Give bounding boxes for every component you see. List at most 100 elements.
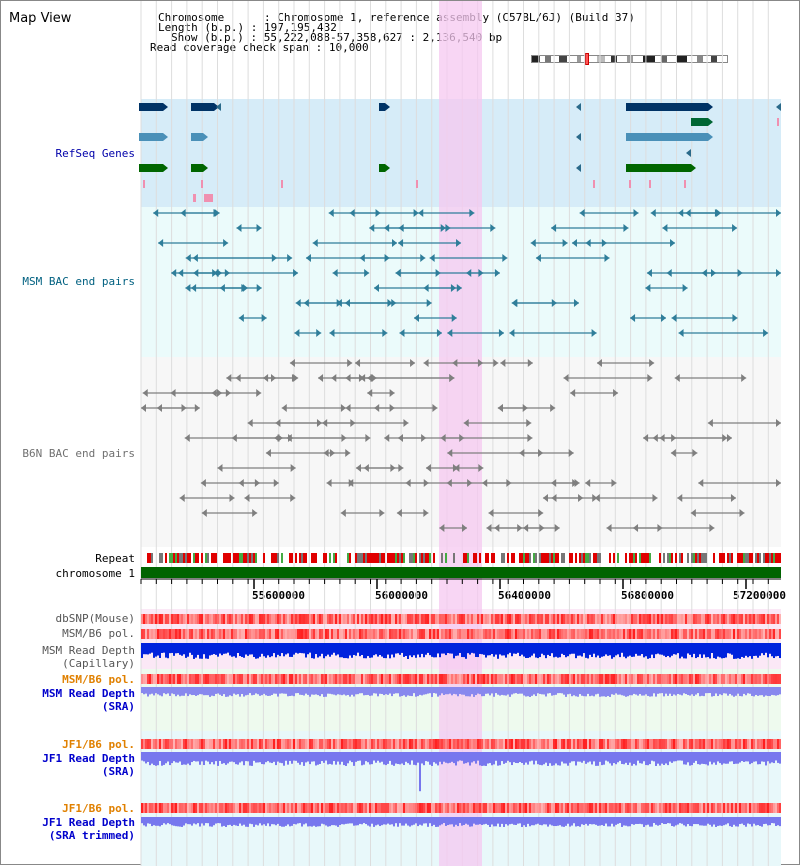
msm-pol-strip [607, 629, 609, 639]
b6n-bac-track-label[interactable]: B6N BAC end pairs [22, 447, 135, 460]
msm-depth-sra-bar [221, 687, 223, 696]
jf1-pol-trim-strip [253, 803, 255, 813]
repeat-block [169, 553, 171, 563]
jf1-depth-sra-bar [451, 752, 453, 762]
dbsnp-strip [409, 614, 411, 624]
dbsnp-strip [617, 614, 619, 624]
msm-depth-cap-bar [469, 643, 471, 655]
msm-depth-sra-label: MSM Read Depth [42, 687, 135, 700]
jf1-pol-strip [151, 739, 153, 749]
jf1-pol-strip [163, 739, 165, 749]
jf1-depth-sra-bar [281, 752, 283, 764]
msm-depth-cap-bar [491, 643, 493, 654]
msm-bac-pair-end [261, 314, 267, 322]
msm-depth-sra-bar [739, 687, 741, 697]
msm-depth-sra-bar [203, 687, 205, 696]
msm-pol-sra-strip [587, 674, 589, 684]
msm-pol-strip [587, 629, 589, 639]
msm-pol-sra-strip [169, 674, 171, 684]
dbsnp-strip [229, 614, 231, 624]
msm-depth-cap-bar [725, 643, 727, 658]
gene-arrow [686, 149, 691, 157]
msm-depth-cap-bar [633, 643, 635, 657]
jf1-pol-trim-strip [149, 803, 151, 813]
dbsnp-strip [383, 614, 385, 624]
dbsnp-strip [491, 614, 493, 624]
jf1-pol-trim-strip [557, 803, 559, 813]
jf1-depth-sra-bar [575, 752, 577, 766]
jf1-depth-trim-bar [733, 817, 735, 825]
msm-pol-strip [331, 629, 333, 639]
msm-depth-cap-bar [281, 643, 283, 654]
dbsnp-strip [219, 614, 221, 624]
jf1-pol-trim-strip [295, 803, 297, 813]
msm-bac-pair-end [456, 284, 462, 292]
jf1-pol-trim-strip [637, 803, 639, 813]
dbsnp-strip [661, 614, 663, 624]
dbsnp-strip [679, 614, 681, 624]
msm-pol-strip [277, 629, 279, 639]
msm-depth-sra-bar [349, 687, 351, 697]
msm-depth-cap-bar [233, 643, 235, 657]
msm-depth-sra-bar [519, 687, 521, 694]
msm-bac-track-label[interactable]: MSM BAC end pairs [22, 275, 135, 288]
msm-pol-strip [655, 629, 657, 639]
jf1-depth-sra-bar [697, 752, 699, 765]
jf1-pol-strip [181, 739, 183, 749]
msm-depth-cap-bar [461, 643, 463, 658]
msm-depth-cap-bar [201, 643, 203, 659]
msm-pol-strip [299, 629, 301, 639]
jf1-pol-strip [605, 739, 607, 749]
gene-feature [379, 103, 385, 111]
jf1-pol-trim-strip [161, 803, 163, 813]
msm-depth-cap-bar [405, 643, 407, 656]
msm-pol-strip [351, 629, 353, 639]
jf1-pol-trim-strip [717, 803, 719, 813]
msm-pol-sra-strip [679, 674, 681, 684]
msm-pol-strip [657, 629, 659, 639]
jf1-depth-sra-bar [549, 752, 551, 764]
msm-bac-pair-end [670, 239, 676, 247]
msm-depth-sra-bar [403, 687, 405, 696]
jf1-pol-trim-strip [699, 803, 701, 813]
refseq-track-label[interactable]: RefSeq Genes [55, 147, 135, 160]
msm-depth-sra-bar [469, 687, 471, 697]
msm-pol-sra-strip [241, 674, 243, 684]
msm-depth-sra-bar [179, 687, 181, 697]
jf1-depth-sra-bar [687, 752, 689, 763]
jf1-pol-trim-strip [335, 803, 337, 813]
jf1-depth-sra-bar [717, 752, 719, 762]
msm-pol-strip [291, 629, 293, 639]
msm-pol-sra-strip [351, 674, 353, 684]
b6n-bac-pair-end [539, 524, 545, 532]
msm-pol-strip [203, 629, 205, 639]
msm-pol-strip [663, 629, 665, 639]
gene-feature [191, 103, 214, 111]
jf1-pol-strip [467, 739, 469, 749]
b6n-bac-pair-end [538, 509, 544, 517]
msm-depth-sra-bar [395, 687, 397, 694]
msm-depth-sra-bar [311, 687, 313, 695]
repeat-block [739, 553, 741, 563]
gene-feature [139, 103, 163, 111]
msm-pol-sra-strip [395, 674, 397, 684]
msm-depth-sra-bar [177, 687, 179, 695]
jf1-depth-trim-bar [173, 817, 175, 826]
msm-depth-cap-bar [197, 643, 199, 655]
chromosome-ideogram[interactable] [531, 53, 731, 65]
msm-depth-sra-bar [141, 687, 143, 694]
msm-depth-cap-bar [723, 643, 725, 659]
jf1-pol-strip [763, 739, 765, 749]
dbsnp-strip [247, 614, 249, 624]
msm-depth-cap-bar [537, 643, 539, 659]
jf1-depth-trim-bar [535, 817, 537, 825]
msm-depth-sra-bar [373, 687, 375, 694]
jf1-depth-sra-bar [193, 752, 195, 761]
msm-pol-sra-strip [441, 674, 443, 684]
msm-depth-sra-bar [305, 687, 307, 694]
msm-pol-strip [167, 629, 169, 639]
msm-pol-sra-strip [393, 674, 395, 684]
repeat-block [491, 553, 493, 563]
msm-depth-sra-bar [167, 687, 169, 694]
